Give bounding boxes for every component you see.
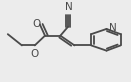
Text: N: N xyxy=(109,23,117,33)
Text: O: O xyxy=(31,49,39,59)
Text: O: O xyxy=(32,19,40,29)
Text: N: N xyxy=(66,2,73,12)
